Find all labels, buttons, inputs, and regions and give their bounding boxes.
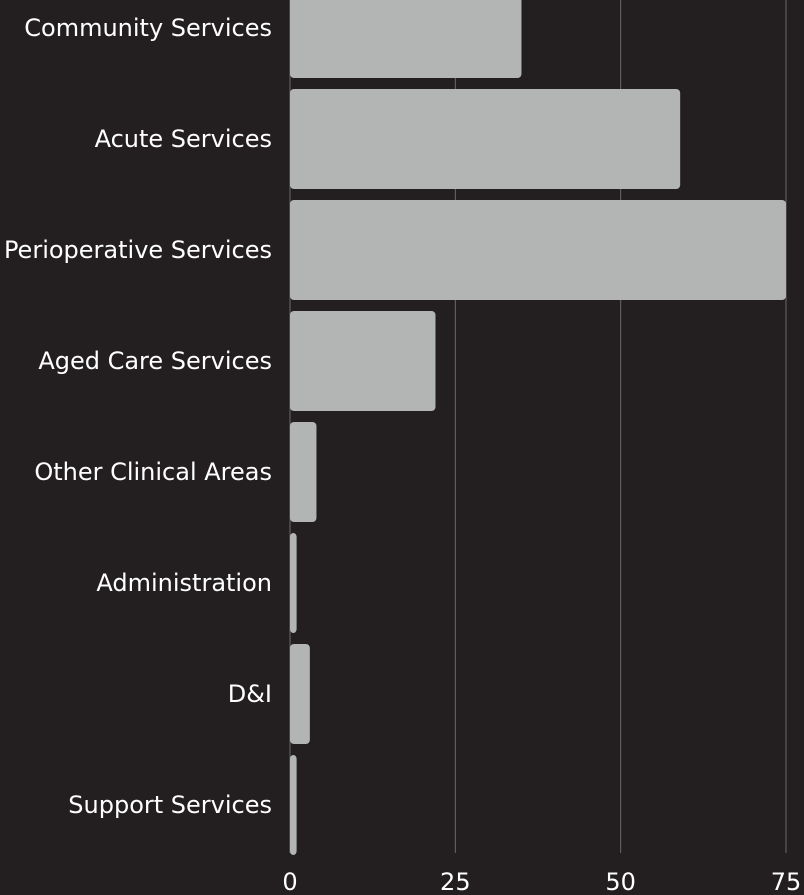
bar (290, 311, 436, 411)
category-label: Other Clinical Areas (34, 458, 272, 486)
category-label: Acute Services (95, 125, 272, 153)
x-tick-label: 50 (605, 868, 636, 895)
category-label: Administration (96, 569, 272, 597)
bar (290, 200, 786, 300)
bar (290, 89, 681, 189)
category-label: Community Services (24, 14, 272, 42)
x-tick-label: 75 (771, 868, 802, 895)
bars (290, 0, 786, 855)
category-labels: Community Services Acute Services Perioper… (4, 14, 272, 819)
category-label: D&I (228, 680, 272, 708)
bar (290, 0, 522, 78)
category-label: Perioperative Services (4, 236, 272, 264)
bar (290, 755, 297, 855)
category-label: Support Services (68, 791, 272, 819)
x-tick-label: 25 (440, 868, 471, 895)
bar (290, 533, 297, 633)
bar (290, 422, 317, 522)
x-axis-ticks: 0 25 50 75 (282, 868, 801, 895)
bar (290, 644, 310, 744)
category-label: Aged Care Services (38, 347, 272, 375)
x-tick-label: 0 (282, 868, 297, 895)
